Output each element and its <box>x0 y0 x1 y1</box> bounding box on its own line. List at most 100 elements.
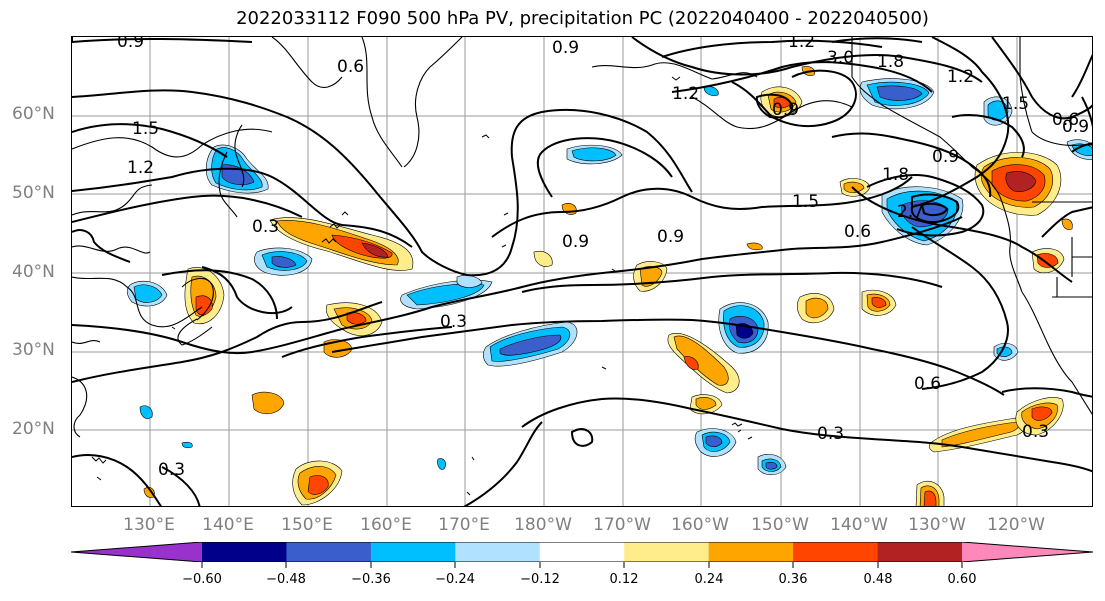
contour-label: 1.2 <box>127 158 154 178</box>
precip-positive-region <box>1061 218 1073 230</box>
contour-label: 0.9 <box>657 227 684 247</box>
lon-label: 150°E <box>281 515 333 535</box>
lon-label: 170°E <box>438 515 490 535</box>
colorbar-tick-label: −0.36 <box>351 572 391 587</box>
lon-label: 140°E <box>202 515 254 535</box>
contour-label: 0.6 <box>337 57 364 77</box>
precip-positive-region <box>1005 171 1037 192</box>
colorbar-segment <box>370 542 456 562</box>
contour-label: 1.8 <box>877 52 904 72</box>
precip-positive-region <box>195 295 213 316</box>
lat-label: 60°N <box>12 104 55 124</box>
contour-label: 0.3 <box>252 217 279 237</box>
colorbar-segment <box>286 542 372 562</box>
colorbar-tick-label: 0.48 <box>863 572 893 587</box>
precip-positive-region <box>941 421 1020 448</box>
coastlines <box>72 37 1092 438</box>
contour-label: 0.6 <box>844 222 871 242</box>
lon-label: 170°W <box>593 515 651 535</box>
precip-negative-region <box>571 147 617 162</box>
contour-label: 2.7 <box>897 202 924 222</box>
precip-positive-region <box>307 475 329 495</box>
colorbar-segment <box>202 542 287 562</box>
contour-label: 1.5 <box>792 192 819 212</box>
map-svg: 0.9 1.2 0.6 1.5 0.9 1.2 3.0 1.8 1.2 1.2 … <box>72 37 1092 506</box>
contour-label: 0.9 <box>562 232 589 252</box>
precip-negative-region <box>437 458 446 470</box>
precip-positive-region <box>805 297 829 319</box>
pv-contours <box>72 37 1092 506</box>
map-title: 2022033112 F090 500 hPa PV, precipitatio… <box>236 8 929 29</box>
colorbar-tick-label: −0.24 <box>435 572 475 587</box>
contour-label: 1.5 <box>132 119 159 139</box>
colorbar <box>71 542 1093 562</box>
precip-negative-region <box>876 85 923 101</box>
contour-label: 1.2 <box>947 67 974 87</box>
contour-label: 0.6 <box>1052 110 1079 130</box>
contour-label: 0.3 <box>440 312 467 332</box>
colorbar-segments <box>71 542 1093 562</box>
contour-label: 0.9 <box>772 100 799 120</box>
contour-label: 1.5 <box>1002 94 1029 114</box>
colorbar-tick-label: −0.60 <box>182 572 222 587</box>
colorbar-segment <box>877 542 963 562</box>
islands <box>91 76 753 496</box>
contour-label: 0.9 <box>1062 117 1089 137</box>
precip-negative-region <box>1071 143 1092 156</box>
colorbar-segment <box>539 542 625 562</box>
precip-positive-region <box>746 242 763 251</box>
contour-label: 3.0 <box>827 48 854 68</box>
lon-label: 160°W <box>671 515 729 535</box>
precip-positive-region <box>683 356 699 370</box>
precip-positive-region <box>1031 406 1053 421</box>
precip-negative-region <box>139 405 153 419</box>
contour-label-group: 0.9 1.2 0.6 1.5 0.9 1.2 3.0 1.8 1.2 1.2 … <box>117 37 1089 480</box>
precip-negative-region <box>703 86 719 96</box>
colorbar-tick-label: −0.12 <box>520 572 560 587</box>
precip-positive-region <box>346 312 367 325</box>
contour-label: 1.2 <box>788 37 815 52</box>
precip-positive-region <box>923 490 937 506</box>
lat-label: 20°N <box>12 419 55 439</box>
colorbar-tick-label: 0.36 <box>778 572 808 587</box>
lon-label: 130°E <box>123 515 175 535</box>
colorbar-extend-high <box>962 542 1093 562</box>
precip-positive-region <box>361 242 389 258</box>
colorbar-segment <box>708 542 794 562</box>
precip-positive-region <box>533 250 553 267</box>
colorbar-ticks <box>201 562 963 568</box>
lon-label: 140°W <box>830 515 888 535</box>
precip-negative-region <box>181 441 193 449</box>
precip-negative-region <box>705 435 723 448</box>
map-panel: 0.9 1.2 0.6 1.5 0.9 1.2 3.0 1.8 1.2 1.2 … <box>71 36 1093 507</box>
precip-negative-region <box>765 461 778 470</box>
colorbar-extend-low <box>71 542 202 562</box>
lon-label: 120°W <box>987 515 1045 535</box>
colorbar-tick-label: 0.60 <box>947 572 977 587</box>
contour-label: 0.6 <box>914 374 941 394</box>
colorbar-tick-label: 0.24 <box>694 572 724 587</box>
lat-label: 50°N <box>12 183 55 203</box>
contour-label: 0.3 <box>158 460 185 480</box>
lon-label: 180°W <box>514 515 572 535</box>
precip-negative-region <box>271 256 297 268</box>
lon-label: 150°W <box>751 515 809 535</box>
lat-label: 40°N <box>12 262 55 282</box>
colorbar-tick-label: 0.12 <box>609 572 639 587</box>
contour-label: 0.9 <box>932 147 959 167</box>
lat-label: 30°N <box>12 340 55 360</box>
colorbar-segment <box>455 542 541 562</box>
precip-shading <box>126 66 1092 506</box>
precip-positive-region <box>871 297 887 308</box>
precip-positive-region <box>843 181 865 193</box>
precip-positive-region <box>639 266 663 287</box>
colorbar-segment <box>624 542 710 562</box>
colorbar-tick-label: −0.48 <box>266 572 306 587</box>
contour-label: 1.2 <box>672 84 699 104</box>
contour-label: 0.3 <box>1022 422 1049 442</box>
contour-label: 0.9 <box>117 37 144 52</box>
precip-positive-region <box>251 391 285 415</box>
contour-label: 0.9 <box>552 38 579 58</box>
lon-label: 160°E <box>360 515 412 535</box>
precip-positive-region <box>695 397 717 410</box>
